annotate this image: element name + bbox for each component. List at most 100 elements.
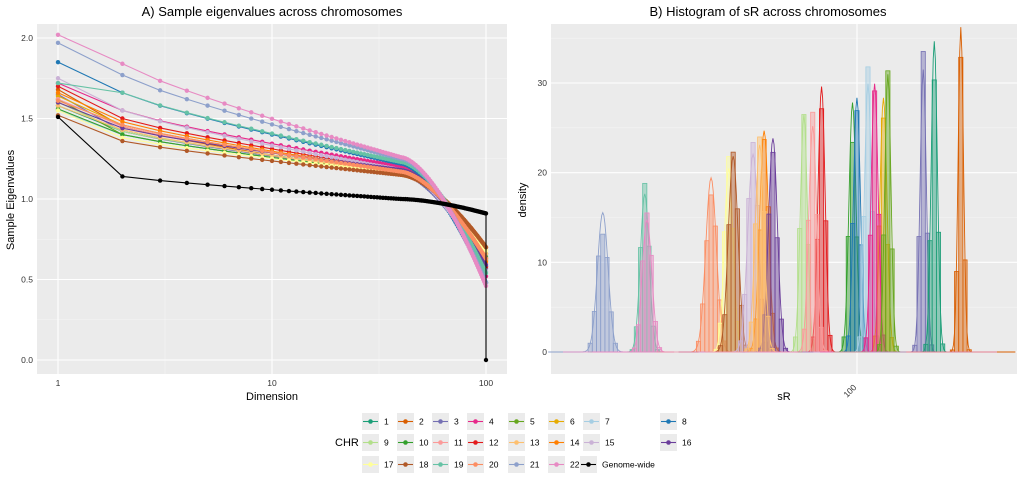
series-point (313, 130, 318, 135)
histogram-bar (730, 151, 736, 353)
series-point (362, 168, 367, 174)
legend-item-10: 10 (397, 434, 429, 451)
series-point (313, 190, 318, 196)
series-point (236, 123, 242, 128)
series-point (343, 142, 348, 147)
legend-item-14: 14 (548, 434, 580, 451)
series-point (120, 122, 125, 128)
series-point (269, 131, 275, 136)
histogram-bar (893, 345, 899, 353)
series-point (319, 131, 324, 137)
series-point (222, 142, 227, 148)
series-point (362, 164, 367, 169)
histogram-bar (854, 110, 860, 353)
series-point (260, 113, 265, 118)
series-point (329, 159, 334, 164)
legend-marker (514, 419, 519, 424)
panel-b-y-axis-label: density (517, 182, 529, 217)
series-point (351, 141, 356, 146)
series-point (338, 192, 344, 198)
series-point (483, 357, 489, 363)
series-point (260, 148, 265, 154)
series-point (236, 136, 242, 142)
series-point (278, 119, 284, 124)
legend-item-5: 5 (508, 413, 535, 430)
series-point (269, 158, 275, 164)
series-point (324, 133, 329, 138)
legend-item-11: 11 (432, 434, 463, 451)
panel-a-title: A) Sample eigenvalues across chromosomes (142, 4, 403, 19)
legend-item-19: 19 (432, 456, 464, 473)
series-point (157, 145, 163, 150)
series-point (354, 142, 360, 147)
y-tick-label: 30 (538, 78, 548, 88)
x-tick-label: 1 (56, 378, 61, 388)
legend-marker (403, 462, 408, 467)
series-point (222, 108, 227, 113)
legend-item-6: 6 (548, 413, 575, 430)
series-point (365, 169, 370, 174)
histogram-bar (742, 293, 748, 353)
y-tick-label: 0.0 (21, 355, 33, 365)
series-point (334, 139, 339, 145)
legend-label: 2 (419, 417, 424, 427)
series-point (157, 103, 163, 108)
series-point (249, 156, 254, 161)
series-point (347, 140, 352, 145)
legend-label: Genome-wide (602, 460, 655, 470)
y-tick-label: 0.5 (21, 275, 33, 285)
series-point (269, 122, 275, 127)
series-point (294, 128, 299, 134)
legend-label: 19 (454, 460, 464, 470)
series-point (120, 135, 125, 141)
series-point (307, 150, 312, 156)
legend-label: 8 (682, 417, 687, 427)
series-point (351, 193, 356, 198)
legend-label: 10 (419, 438, 429, 448)
series-point (354, 163, 360, 168)
series-point (329, 154, 334, 160)
legend-marker (368, 419, 373, 424)
x-tick-label: 10 (267, 378, 277, 388)
series-point (307, 190, 312, 195)
legend-label: 22 (570, 460, 580, 470)
series-point (55, 108, 61, 113)
panel-b-plot-background (551, 24, 1017, 374)
histogram-bar (867, 234, 873, 353)
series-point (205, 139, 210, 145)
legend-item-9: 9 (362, 434, 389, 451)
series-point (120, 72, 125, 78)
y-tick-label: 20 (538, 168, 548, 178)
y-tick-label: 1.0 (21, 194, 33, 204)
y-tick-label: 2.0 (21, 33, 33, 43)
series-point (313, 151, 318, 157)
series-point (294, 136, 299, 142)
series-point (338, 160, 344, 166)
series-point (278, 145, 284, 150)
series-point (334, 145, 339, 151)
series-point (236, 144, 242, 150)
series-point (319, 164, 324, 169)
x-tick-label: 100 (479, 378, 493, 388)
legend-item-genome-wide: Genome-wide (580, 456, 655, 473)
legend-item-12: 12 (467, 434, 499, 451)
panel-a: A) Sample eigenvalues across chromosomes… (5, 4, 507, 403)
series-point (358, 194, 364, 199)
series-point (319, 191, 324, 196)
legend-label: 15 (605, 438, 615, 448)
legend-label: 17 (384, 460, 394, 470)
series-point (157, 119, 163, 124)
series-point (205, 115, 210, 121)
series-point (301, 189, 306, 195)
series-point (278, 133, 284, 138)
series-point (324, 164, 329, 170)
series-point (358, 168, 364, 173)
series-point (351, 167, 356, 173)
legend-label: 1 (384, 417, 389, 427)
series-point (205, 103, 210, 108)
series-point (184, 125, 190, 130)
panel-b-x-axis-label: sR (777, 391, 791, 403)
panel-a-ticks: 0.0 0.5 1.0 1.5 2.0 1 10 100 (21, 33, 493, 388)
series-point (286, 135, 292, 140)
legend-label: 7 (605, 417, 610, 427)
